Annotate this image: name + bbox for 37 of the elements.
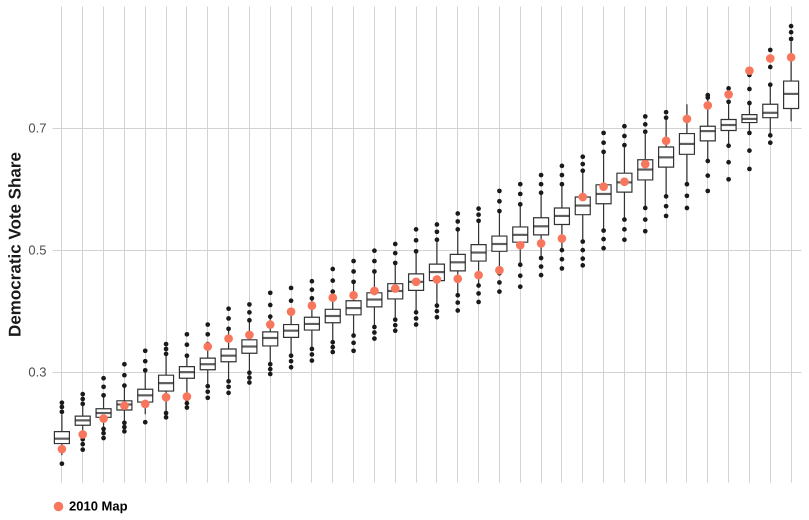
point — [516, 240, 525, 250]
point — [78, 430, 88, 439]
point — [724, 90, 733, 99]
point — [58, 444, 66, 454]
point — [308, 301, 316, 310]
point — [662, 136, 670, 146]
point — [432, 275, 442, 284]
point — [162, 392, 170, 402]
point — [245, 330, 254, 340]
point — [182, 392, 192, 401]
point — [453, 274, 462, 284]
point — [536, 239, 546, 248]
point — [745, 66, 754, 76]
y-axis-title: Democratic Vote Share — [5, 152, 24, 337]
point — [224, 334, 233, 343]
point — [640, 160, 650, 168]
point — [474, 270, 483, 280]
point — [599, 182, 608, 191]
y-tick-label: 0.5 — [28, 242, 46, 258]
point — [766, 54, 775, 63]
point — [558, 234, 566, 243]
legend-label: 2010 Map — [69, 498, 128, 514]
point — [266, 320, 275, 329]
point — [682, 114, 692, 124]
y-tick-label: 0.3 — [28, 364, 46, 380]
point — [140, 400, 150, 408]
point — [349, 290, 358, 300]
point — [703, 101, 712, 110]
point — [370, 286, 379, 296]
point — [286, 307, 296, 316]
point — [786, 52, 796, 62]
y-tick-label: 0.7 — [28, 120, 46, 136]
point — [99, 414, 108, 423]
point — [495, 266, 504, 275]
point — [578, 192, 588, 202]
point — [203, 342, 212, 351]
point — [328, 293, 338, 302]
